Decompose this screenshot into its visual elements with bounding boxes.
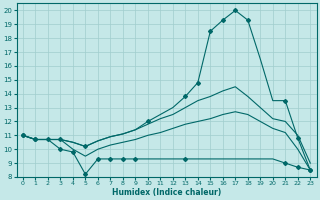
X-axis label: Humidex (Indice chaleur): Humidex (Indice chaleur): [112, 188, 221, 197]
